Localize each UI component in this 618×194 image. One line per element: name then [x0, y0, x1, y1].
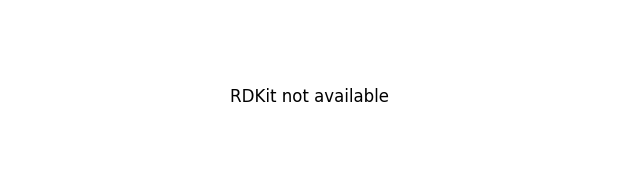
Text: RDKit not available: RDKit not available — [229, 88, 389, 106]
